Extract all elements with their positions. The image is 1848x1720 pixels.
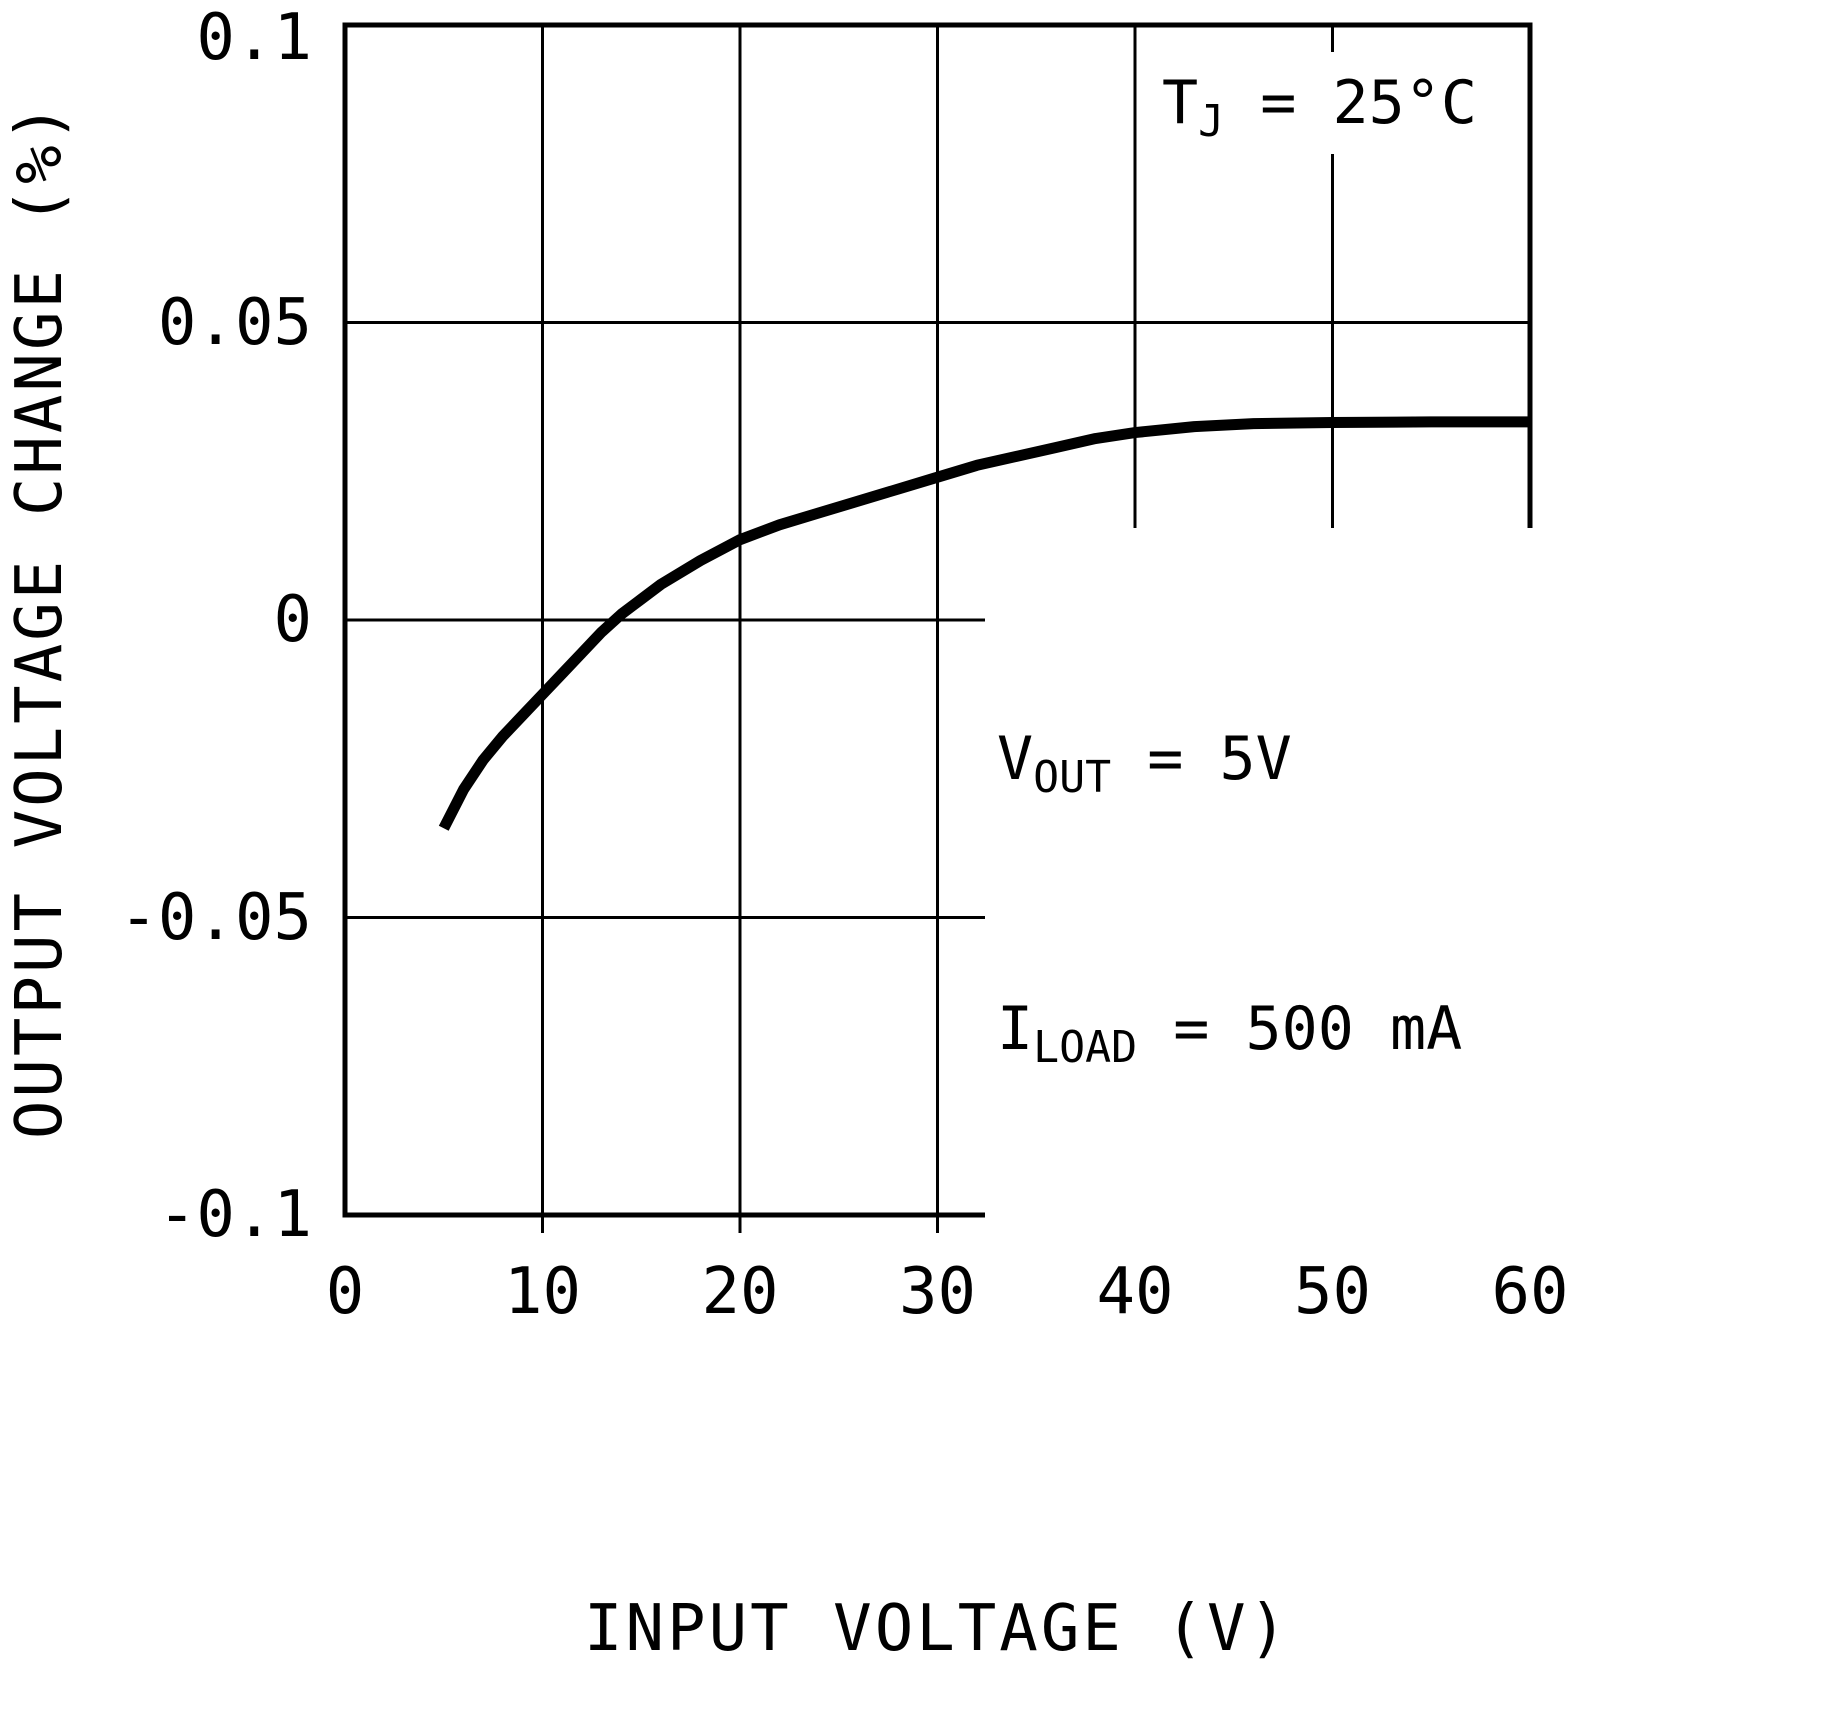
x-tick-label: 30	[898, 1255, 977, 1329]
annotation-iload-subscript: LOAD	[1033, 1022, 1138, 1073]
annotation-conditions: VOUT = 5V ILOAD = 500 mA	[985, 528, 1549, 1260]
annotation-vout-value: = 5V	[1111, 724, 1292, 794]
annotation-vout: VOUT = 5V	[997, 714, 1537, 804]
y-tick-label: -0.1	[157, 1178, 312, 1252]
x-tick-label: 10	[503, 1255, 582, 1329]
annotation-junction-temperature: TJ = 25°C	[1150, 52, 1490, 154]
x-tick-label: 0	[325, 1255, 365, 1329]
annotation-iload-symbol: I	[997, 994, 1034, 1064]
y-tick-label: -0.05	[119, 880, 312, 955]
annotation-tj-subscript: J	[1198, 96, 1225, 147]
y-tick-label: 0.05	[157, 285, 312, 360]
annotation-iload-value: = 500 mA	[1137, 994, 1463, 1064]
y-tick-label: 0	[273, 583, 312, 657]
x-tick-label: 20	[701, 1255, 779, 1329]
x-tick-label: 60	[1491, 1255, 1569, 1329]
annotation-vout-subscript: OUT	[1033, 752, 1112, 803]
annotation-tj-symbol: T	[1162, 68, 1199, 138]
y-tick-label: 0.1	[196, 1, 312, 75]
y-axis-title: OUTPUT VOLTAGE CHANGE (%)	[3, 100, 77, 1140]
annotation-iload: ILOAD = 500 mA	[997, 984, 1537, 1074]
annotation-vout-symbol: V	[997, 724, 1034, 794]
series-curve	[438, 416, 1530, 831]
x-tick-label: 50	[1293, 1255, 1372, 1329]
x-tick-label: 40	[1096, 1255, 1174, 1329]
annotation-tj-value: = 25°C	[1224, 68, 1478, 138]
x-axis-title: INPUT VOLTAGE (V)	[583, 1592, 1291, 1666]
